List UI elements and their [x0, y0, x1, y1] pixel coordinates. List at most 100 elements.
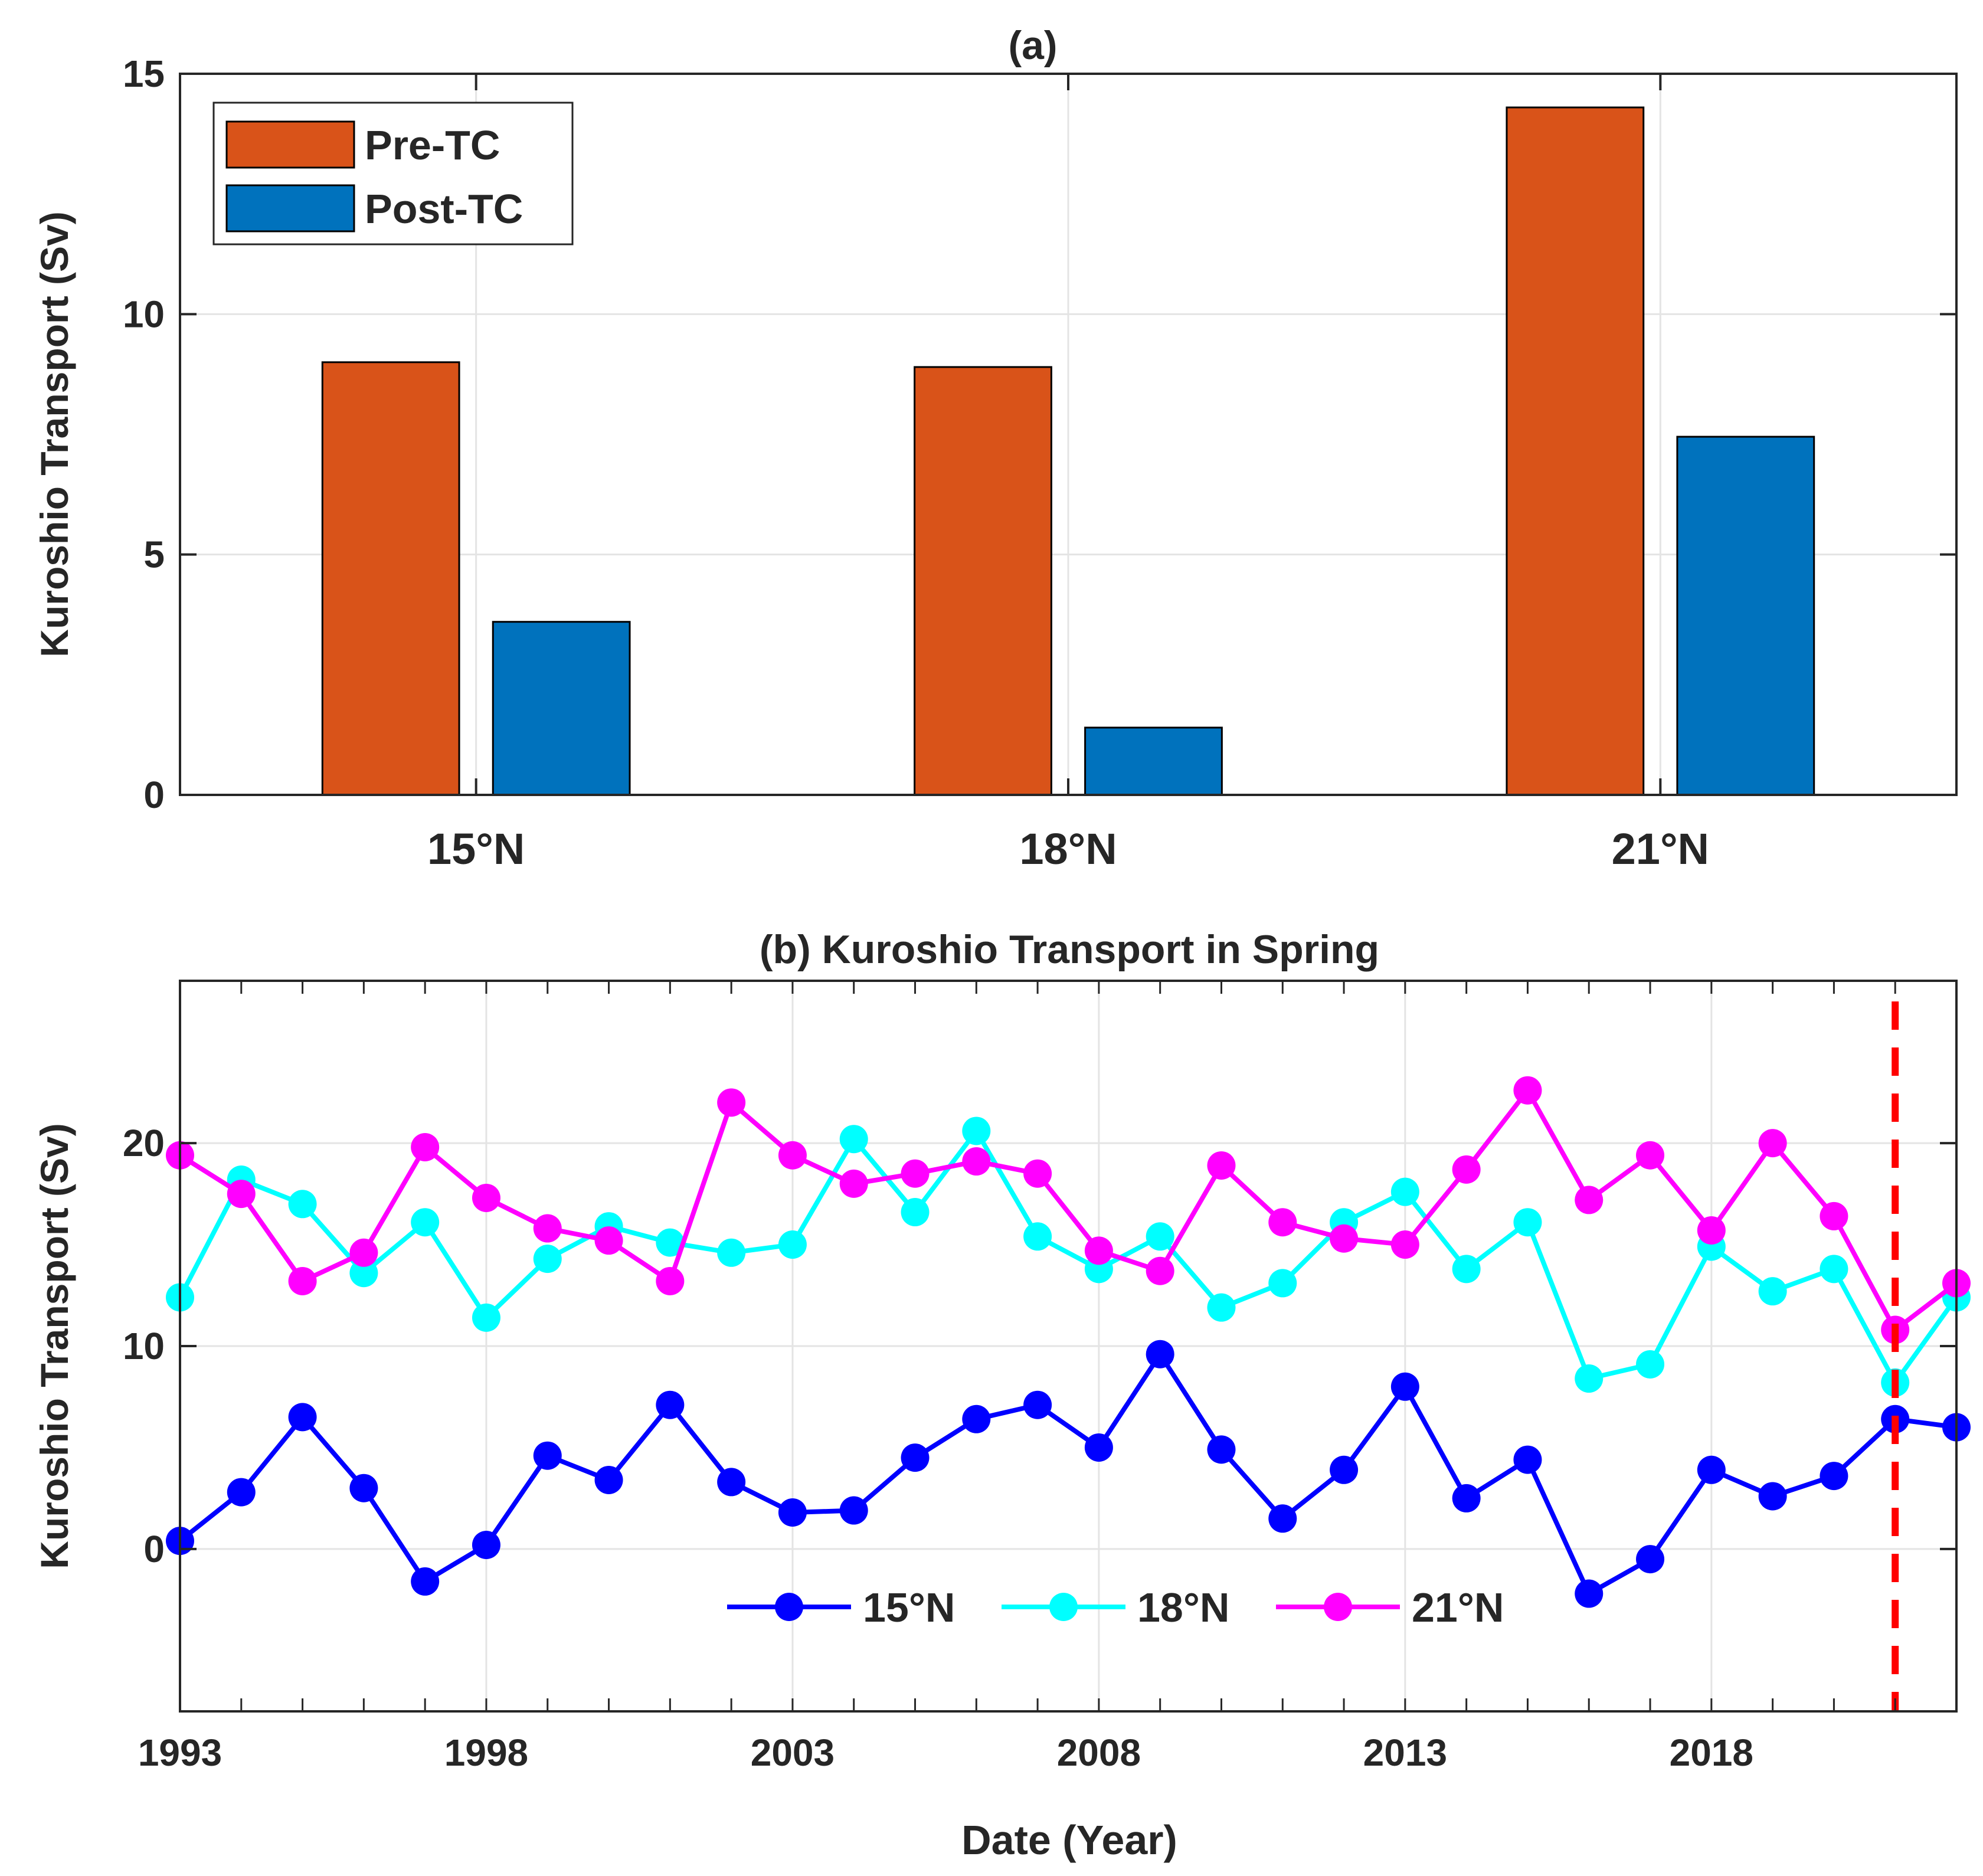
point-21-n-1995 [288, 1266, 317, 1295]
point-18-n-2020 [1820, 1255, 1848, 1284]
point-21-n-2000 [594, 1226, 623, 1255]
point-15-n-2014 [1452, 1484, 1481, 1512]
point-15-n-2011 [1268, 1504, 1297, 1533]
chart-a-ytick-label: 10 [123, 293, 165, 335]
point-18-n-1998 [472, 1303, 500, 1332]
chart-b-xtick-label: 2003 [751, 1731, 835, 1774]
chart-b-ytick-label: 20 [123, 1122, 165, 1164]
point-18-n-2009 [1146, 1222, 1174, 1251]
point-21-n-2015 [1513, 1076, 1542, 1105]
line-series-15-n [178, 1351, 1957, 1596]
line-series-21-n [178, 1088, 1958, 1332]
chart-a: (a) 0 5 10 15 15°N 18°N 21°N Kuroshio Transpor… [32, 23, 1958, 873]
point-18-n-2007 [1023, 1222, 1052, 1251]
point-15-n-2004 [839, 1496, 868, 1525]
chart-a-category-label: 21°N [1612, 824, 1709, 873]
bar-pre-tc-21-n [1506, 106, 1645, 796]
chart-a-ylabel: Kuroshio Transport (Sv) [32, 211, 76, 657]
point-15-n-2006 [962, 1404, 991, 1433]
chart-a-legend: Pre-TC Post-TC [212, 102, 574, 245]
chart-b-xtick-label: 1993 [138, 1731, 222, 1774]
point-15-n-2005 [901, 1443, 930, 1472]
point-15-n-1994 [227, 1478, 256, 1507]
point-18-n-2019 [1758, 1277, 1787, 1306]
point-18-n-2005 [901, 1198, 930, 1227]
point-15-n-2001 [656, 1390, 685, 1419]
point-15-n-2003 [778, 1498, 807, 1527]
point-21-n-2006 [962, 1147, 991, 1176]
point-21-n-2005 [901, 1159, 930, 1188]
chart-a-title: (a) [1008, 23, 1057, 68]
point-18-n-2006 [962, 1117, 991, 1145]
point-18-n-1997 [411, 1208, 440, 1237]
point-21-n-2018 [1697, 1216, 1726, 1245]
point-15-n-1998 [472, 1531, 500, 1560]
point-21-n-1998 [472, 1183, 500, 1212]
chart-b-grid [180, 981, 1956, 1711]
point-15-n-2009 [1146, 1340, 1174, 1368]
point-21-n-2012 [1330, 1224, 1359, 1253]
point-15-n-1996 [349, 1474, 378, 1502]
point-15-n-1999 [533, 1441, 562, 1470]
point-15-n-2017 [1636, 1545, 1665, 1574]
legend-marker-18n [1049, 1593, 1078, 1621]
point-15-n-2020 [1820, 1462, 1848, 1491]
point-15-n-1997 [411, 1567, 440, 1596]
point-18-n-1999 [533, 1245, 562, 1273]
legend-swatch-pre-tc [225, 120, 355, 169]
chart-b-title: (b) Kuroshio Transport in Spring [760, 927, 1379, 972]
chart-b-xtick-label: 2018 [1670, 1731, 1753, 1774]
point-21-n-1999 [533, 1214, 562, 1243]
bar-pre-tc-18-n [914, 366, 1052, 796]
point-21-n-2001 [656, 1266, 685, 1295]
point-21-n-2009 [1146, 1256, 1174, 1285]
point-15-n-2019 [1758, 1482, 1787, 1511]
point-15-n-2018 [1697, 1455, 1726, 1484]
point-21-n-2010 [1207, 1151, 1236, 1180]
point-15-n-2012 [1330, 1455, 1359, 1484]
point-18-n-2014 [1452, 1255, 1481, 1284]
chart-b-xtick-label: 2013 [1363, 1731, 1447, 1774]
legend-marker-15n [775, 1593, 803, 1621]
point-21-n-2008 [1084, 1236, 1113, 1265]
point-21-n-1996 [349, 1238, 378, 1267]
point-18-n-2017 [1636, 1350, 1665, 1379]
point-21-n-2013 [1390, 1230, 1419, 1259]
point-18-n-1995 [288, 1190, 317, 1219]
chart-b-ytick-label: 10 [123, 1325, 165, 1367]
point-21-n-2016 [1575, 1186, 1604, 1214]
point-18-n-2003 [778, 1230, 807, 1259]
chart-b: (b) Kuroshio Transport in Spring 0 10 20 19… [32, 927, 1971, 1863]
point-21-n-2007 [1023, 1159, 1052, 1188]
legend-label-21n: 21°N [1412, 1584, 1504, 1631]
point-15-n-2013 [1390, 1372, 1419, 1401]
point-15-n-2010 [1207, 1435, 1236, 1464]
point-21-n-2017 [1636, 1141, 1665, 1170]
point-18-n-2013 [1390, 1177, 1419, 1206]
point-15-n-2016 [1575, 1579, 1604, 1608]
point-18-n-2002 [717, 1238, 746, 1267]
chart-a-bars [321, 106, 1815, 796]
point-18-n-2001 [656, 1228, 685, 1257]
point-21-n-2002 [717, 1088, 746, 1117]
point-15-n-2008 [1084, 1433, 1113, 1462]
chart-b-xtick-label: 1998 [444, 1731, 528, 1774]
point-15-n-2000 [594, 1465, 623, 1494]
chart-b-legend: 15°N 18°N 21°N [727, 1584, 1504, 1631]
chart-b-lines [166, 1001, 1971, 1711]
point-21-n-2020 [1820, 1201, 1848, 1230]
point-21-n-2004 [839, 1169, 868, 1198]
legend-label-post-tc: Post-TC [365, 186, 523, 232]
legend-label-18n: 18°N [1137, 1584, 1229, 1631]
chart-a-ytick-label: 15 [123, 53, 165, 95]
legend-swatch-post-tc [225, 184, 355, 233]
bar-post-tc-15-n [492, 621, 631, 796]
chart-b-xtick-label: 2008 [1057, 1731, 1141, 1774]
chart-b-xlabel: Date (Year) [961, 1817, 1177, 1863]
point-21-n-2014 [1452, 1155, 1481, 1184]
chart-b-ticks: 0 10 20 1993 1998 2003 2008 2013 2018 [123, 981, 1958, 1774]
chart-a-category-label: 18°N [1019, 824, 1117, 873]
point-18-n-2011 [1268, 1269, 1297, 1298]
chart-a-category-label: 15°N [427, 824, 525, 873]
